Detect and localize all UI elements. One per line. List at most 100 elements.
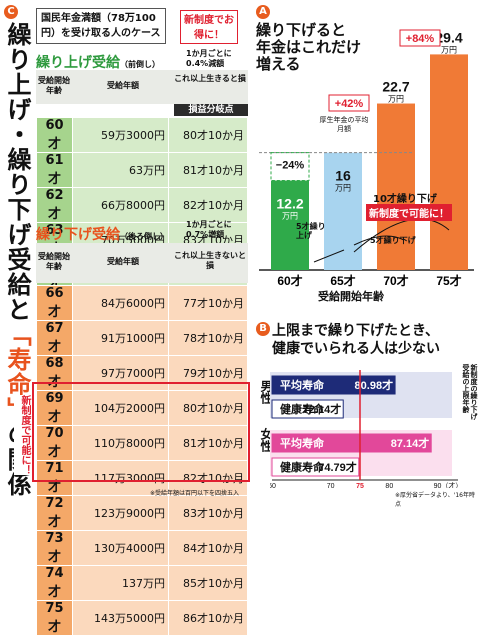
new-system-tag: 新制度で可能に！: [366, 204, 452, 221]
chart-a-unit: 万円: [441, 45, 457, 54]
chart-a-bar: [430, 54, 468, 271]
late-row: 71才 117万3000円 82才10か月: [36, 460, 248, 496]
chart-a-bar: [271, 180, 309, 270]
chart-b-source: ※厚労省データより、'16年時点: [395, 492, 475, 508]
early-row: 61才 63万円 81才10か月: [36, 152, 248, 188]
chart-a-xtick: 70才: [383, 273, 408, 288]
late-note: 1か月ごとに0.7%増額: [186, 220, 232, 239]
late-row: 75才 143万5000円 86才10か月: [36, 600, 248, 636]
chart-b-title: 上限まで繰り下げたとき、 健康でいられる人は少ない: [272, 323, 440, 357]
chart-b-value: 87.14才: [391, 436, 430, 450]
label-5y-late: 5才繰り下げ: [370, 236, 416, 245]
pct-minus24: −24%: [276, 160, 305, 172]
title-part1: 繰り上げ・繰り下げ受給と: [3, 22, 31, 322]
vline-label: 新制度の繰り下げ受給の上限年齢: [462, 364, 478, 426]
late-row: 72才 123万9000円 83才10か月: [36, 495, 248, 531]
chart-b-tick: 60: [270, 483, 276, 488]
male-label: 男性: [259, 380, 273, 404]
late-cell: 81才10か月: [168, 425, 248, 461]
chart-b-tick: 70: [327, 483, 335, 488]
chart-b-bar: [271, 457, 360, 477]
early-note: 1か月ごとに0.4%減額: [186, 49, 232, 68]
chart-a-bar: [377, 103, 415, 271]
early-heading: 繰り上げ受給（前倒し）: [36, 55, 160, 71]
early-header: 受給開始年齢 受給年額 これ以上生きると損: [36, 70, 248, 104]
chart-b-tick: 80: [385, 483, 393, 488]
chart-b-tick: 75: [356, 483, 364, 488]
late-row: 74才 137万円 85才10か月: [36, 565, 248, 601]
early-cell: 63万円: [72, 152, 169, 188]
new-system-flag: 新制度で可能に！: [14, 395, 32, 475]
chart-a-value: 29.4: [435, 29, 462, 45]
late-cell: 85才10か月: [168, 565, 248, 601]
chart-a-value: 16: [335, 168, 351, 184]
chart-a-unit: 万円: [282, 212, 298, 221]
late-cell: 66才: [36, 285, 73, 321]
left-title: 繰り上げ・繰り下げ受給と「寿命」の関係: [3, 22, 31, 498]
late-heading: 繰り下げ受給（後ろ倒し）: [36, 227, 168, 243]
chart-a-value: 22.7: [382, 79, 409, 95]
chart-a-unit: 万円: [388, 95, 404, 104]
late-col1: 受給開始年齢: [38, 252, 70, 271]
late-cell: 84才10か月: [168, 530, 248, 566]
early-cell: 66万8000円: [72, 187, 169, 223]
late-cell: 130万4000円: [72, 530, 169, 566]
arrow-late5: [353, 235, 405, 246]
chart-b-bar: [271, 399, 344, 419]
pct-plus84-box: [399, 29, 441, 47]
late-row: 66才 84万6000円 77才10か月: [36, 285, 248, 321]
late-row: 69才 104万2000円 80才10か月: [36, 390, 248, 426]
badge-b: B: [256, 322, 270, 336]
label-5y-early: 5才繰り上げ: [296, 222, 326, 240]
promo-box: 新制度でお得に！: [180, 10, 238, 44]
late-cell: 73才: [36, 530, 73, 566]
chart-a-xtick: 75才: [436, 273, 461, 288]
chart-a-title: 繰り下げると 年金はこれだけ 増える: [256, 21, 362, 73]
late-cell: 77才10か月: [168, 285, 248, 321]
chart-b-category: 平均寿命: [280, 436, 325, 450]
early-col3: これ以上生きると損: [174, 74, 246, 83]
late-cell: 143万5000円: [72, 600, 169, 636]
chart-b-bar: [271, 433, 432, 453]
chart-b-category: 健康寿命: [280, 460, 325, 474]
label-10y: 10才繰り下げ: [373, 194, 437, 205]
early-cell: 80才10か月: [168, 117, 248, 153]
chart-b-value: 80.98才: [355, 378, 394, 392]
early-cell: 60才: [36, 117, 73, 153]
chart-b-category: 健康寿命: [280, 402, 325, 416]
late-cell: 67才: [36, 320, 73, 356]
pct-plus84: +84%: [406, 33, 435, 45]
pct-plus42-box: [328, 94, 370, 112]
late-row: 73才 130万4000円 84才10か月: [36, 530, 248, 566]
chart-b-tick: 90（才）: [434, 481, 463, 488]
chart-a-xlabel: 受給開始年齢: [318, 290, 384, 303]
early-col4: 損益分岐点: [174, 104, 248, 116]
late-cell: 117万3000円: [72, 460, 169, 496]
case-box: 国民年金満額（78万100円）を受け取る人のケース: [36, 8, 166, 44]
late-cell: 123万9000円: [72, 495, 169, 531]
chart-a-unit: 万円: [335, 184, 351, 193]
late-header: 受給開始年齢 受給年額 これ以上生きないと損: [36, 243, 248, 283]
late-row: 70才 110万8000円 81才10か月: [36, 425, 248, 461]
early-col1: 受給開始年齢: [38, 76, 70, 95]
late-cell: 110万8000円: [72, 425, 169, 461]
chart-a-value: 12.2: [276, 196, 303, 212]
late-col3: これ以上生きないと損: [174, 251, 246, 270]
late-cell: 79才10か月: [168, 355, 248, 391]
new-system-frame: [32, 382, 250, 482]
chart-a-xtick: 60才: [277, 273, 302, 288]
chart-a-svg: 12.2万円60才16万円65才22.7万円70才29.4万円75才−24%+4…: [259, 29, 474, 288]
chart-a-ghost: [270, 152, 310, 182]
chart-a-xtick: 65才: [330, 273, 355, 288]
badge-a: A: [256, 5, 270, 19]
badge-c: C: [4, 5, 18, 19]
chart-b-value: 74.79才: [318, 460, 357, 474]
early-cell: 81才10か月: [168, 152, 248, 188]
late-cell: 75才: [36, 600, 73, 636]
early-row: 60才 59万3000円 80才10か月: [36, 117, 248, 153]
late-cell: 104万2000円: [72, 390, 169, 426]
arrow-early: [313, 249, 345, 263]
late-cell: 74才: [36, 565, 73, 601]
early-cell: 61才: [36, 152, 73, 188]
chart-b-value: 72.14才: [303, 402, 342, 416]
